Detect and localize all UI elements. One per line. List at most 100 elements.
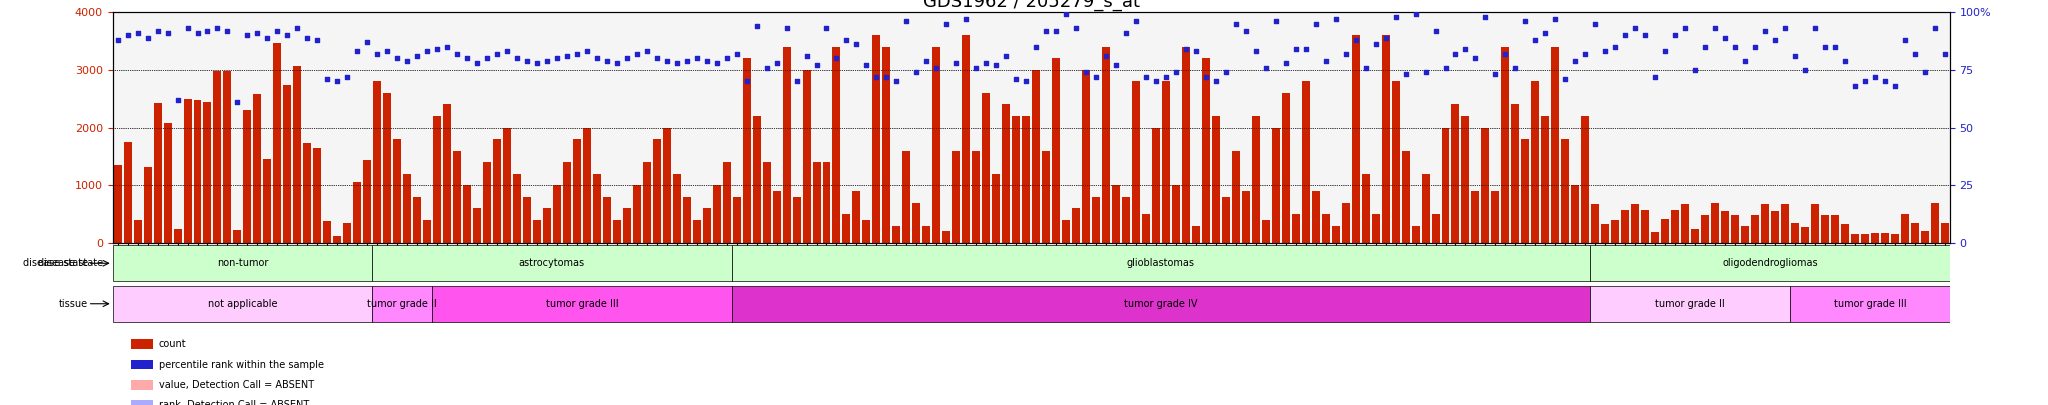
Bar: [1880, 232, 1888, 243]
Point: [1628, 32, 1661, 38]
Bar: [543, 208, 551, 243]
Bar: [852, 191, 860, 243]
Bar: [334, 236, 342, 243]
Point: [111, 32, 143, 38]
Bar: [733, 197, 741, 243]
Point: [1849, 78, 1882, 85]
Point: [1669, 25, 1702, 32]
Point: [451, 55, 483, 62]
Text: tumor grade III: tumor grade III: [545, 299, 618, 309]
Point: [242, 30, 274, 36]
Text: tumor grade IV: tumor grade IV: [1124, 299, 1198, 309]
Bar: [752, 116, 760, 243]
Point: [1798, 25, 1831, 32]
Point: [1378, 13, 1411, 20]
Bar: [723, 162, 731, 243]
Bar: [1012, 116, 1020, 243]
Point: [172, 25, 205, 32]
Bar: [883, 47, 891, 243]
Point: [420, 46, 453, 52]
Bar: [283, 85, 291, 243]
Point: [1149, 74, 1182, 80]
Text: tumor grade II: tumor grade II: [367, 299, 436, 309]
Bar: [1122, 197, 1130, 243]
Bar: [512, 174, 520, 243]
Bar: [184, 99, 193, 243]
Bar: [1462, 116, 1470, 243]
Bar: [782, 47, 791, 243]
Bar: [1810, 204, 1819, 243]
Point: [1759, 36, 1792, 43]
Point: [1618, 25, 1651, 32]
Text: oligodendrogliomas: oligodendrogliomas: [1722, 258, 1819, 268]
Point: [1659, 32, 1692, 38]
Bar: [344, 224, 352, 243]
Bar: [1421, 174, 1430, 243]
FancyBboxPatch shape: [373, 286, 432, 322]
Bar: [623, 208, 631, 243]
Bar: [1651, 232, 1659, 243]
Bar: [1071, 208, 1079, 243]
Point: [961, 64, 993, 71]
Bar: [831, 47, 840, 243]
Text: tissue: tissue: [59, 299, 88, 309]
Bar: [1401, 151, 1409, 243]
Point: [1130, 74, 1163, 80]
Bar: [872, 35, 881, 243]
Bar: [1591, 204, 1599, 243]
Point: [909, 58, 942, 64]
Point: [1509, 18, 1542, 25]
Bar: [1532, 81, 1540, 243]
Point: [492, 48, 524, 55]
Point: [350, 39, 383, 45]
Bar: [1212, 116, 1221, 243]
Point: [1569, 51, 1602, 57]
Point: [1399, 11, 1432, 18]
Point: [1030, 28, 1063, 34]
FancyBboxPatch shape: [113, 245, 373, 281]
Bar: [1362, 174, 1370, 243]
Bar: [842, 214, 850, 243]
Text: glioblastomas: glioblastomas: [1126, 258, 1194, 268]
Bar: [893, 226, 901, 243]
Bar: [1671, 210, 1679, 243]
Bar: [1251, 116, 1260, 243]
Bar: [244, 110, 252, 243]
Point: [651, 58, 684, 64]
Point: [621, 51, 653, 57]
Point: [1520, 36, 1552, 43]
Text: not applicable: not applicable: [207, 299, 276, 309]
Bar: [1831, 215, 1839, 243]
Bar: [1511, 104, 1520, 243]
Bar: [612, 220, 621, 243]
Point: [1458, 55, 1491, 62]
Point: [1110, 30, 1143, 36]
Bar: [903, 151, 911, 243]
Bar: [494, 139, 502, 243]
Point: [1808, 44, 1841, 50]
Point: [190, 28, 223, 34]
Bar: [1411, 226, 1419, 243]
Point: [1419, 28, 1452, 34]
Bar: [1081, 70, 1090, 243]
Point: [1610, 32, 1642, 38]
Bar: [1432, 214, 1440, 243]
Bar: [143, 167, 152, 243]
Bar: [352, 182, 360, 243]
Bar: [963, 35, 971, 243]
Bar: [1331, 226, 1339, 243]
Bar: [123, 142, 131, 243]
Point: [481, 51, 514, 57]
Point: [1319, 16, 1352, 22]
Bar: [911, 202, 920, 243]
Point: [1479, 71, 1511, 78]
Bar: [1761, 205, 1769, 243]
Bar: [1311, 191, 1319, 243]
Point: [1249, 64, 1282, 71]
Point: [412, 48, 444, 55]
Point: [721, 51, 754, 57]
Point: [401, 53, 434, 59]
Bar: [602, 197, 610, 243]
Bar: [983, 93, 991, 243]
Point: [1180, 48, 1212, 55]
